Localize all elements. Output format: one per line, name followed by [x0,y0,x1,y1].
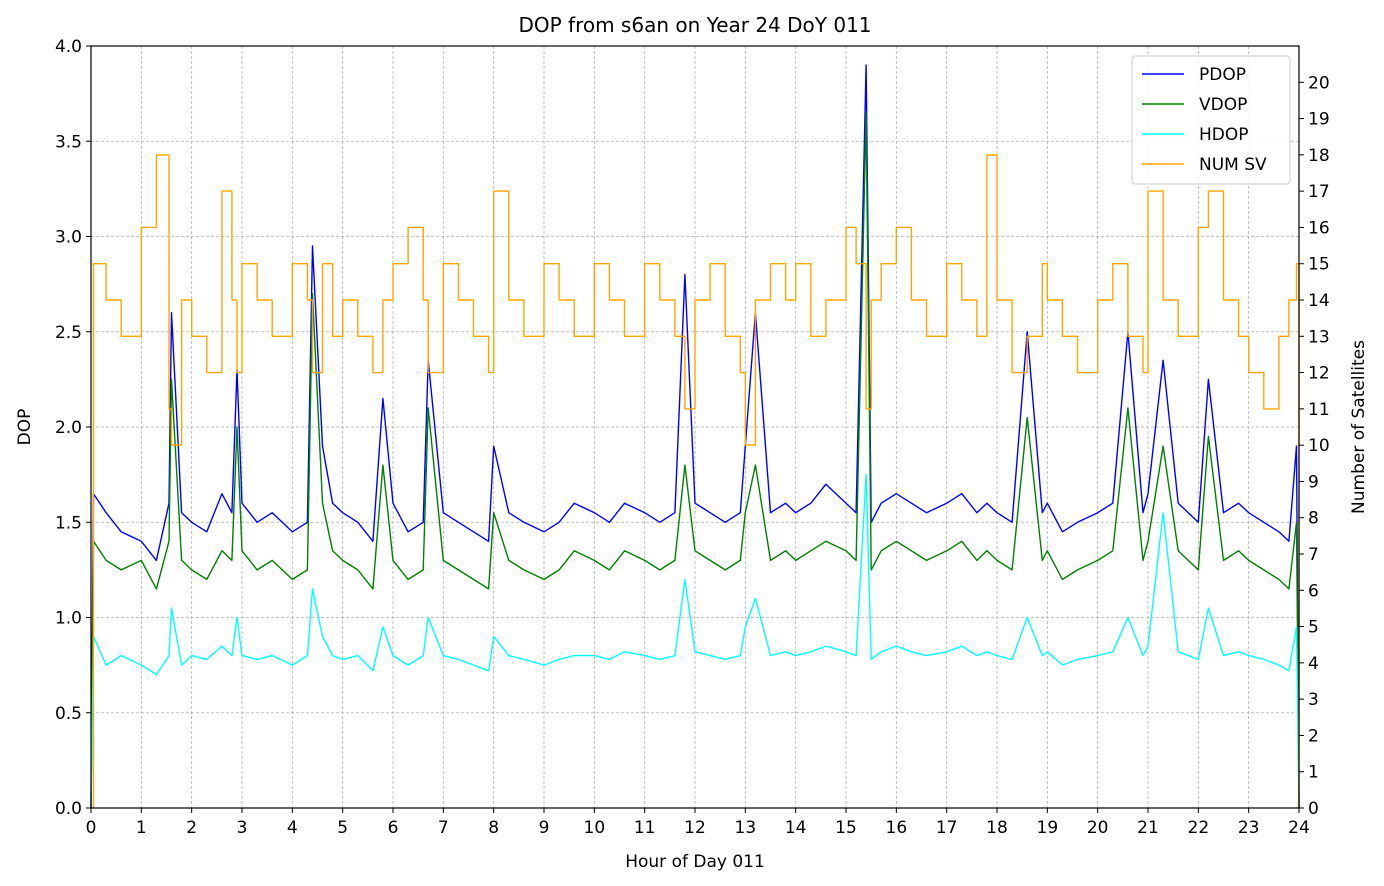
x-tick-label: 24 [1288,818,1310,838]
series-line-num-sv [91,154,1300,809]
series-lines [90,64,1300,809]
y-tick-label: 4.0 [55,37,82,57]
y2-tick-label: 9 [1308,472,1319,492]
y2-tick-label: 17 [1308,182,1330,202]
y2-axis-title: Number of Satellites [1349,340,1369,514]
y-tick-label: 3.0 [55,228,82,248]
y2-tick-label: 3 [1308,690,1319,710]
legend-label: HDOP [1199,125,1249,145]
x-tick-label: 5 [337,818,348,838]
x-tick-label: 9 [539,818,550,838]
y2-tick-label: 19 [1308,110,1330,130]
x-tick-label: 10 [584,818,606,838]
y-tick-label: 3.5 [55,132,82,152]
x-tick-label: 19 [1037,818,1059,838]
x-tick-label: 8 [488,818,499,838]
x-tick-label: 1 [136,818,147,838]
y2-tick-label: 11 [1308,400,1330,420]
y2-tick-label: 2 [1308,726,1319,746]
x-tick-label: 4 [287,818,298,838]
y-axis-title: DOP [15,409,35,446]
x-tick-label: 21 [1137,818,1159,838]
x-tick-label: 16 [886,818,908,838]
y-tick-label: 2.0 [55,418,82,438]
grid-lines [90,45,1300,809]
x-tick-label: 6 [388,818,399,838]
x-axis-title: Hour of Day 011 [625,852,765,872]
y2-tick-label: 15 [1308,255,1330,275]
legend-label: NUM SV [1199,155,1267,175]
y2-tick-label: 1 [1308,763,1319,783]
x-tick-label: 13 [735,818,757,838]
y2-tick-label: 8 [1308,509,1319,529]
y-tick-label: 0.0 [55,799,82,819]
x-tick-label: 17 [936,818,958,838]
legend-box [1131,55,1291,185]
x-tick-label: 11 [634,818,656,838]
x-axis-ticks: 0 1 2 3 4 5 6 7 8 9 10 11 12 13 14 15 16 17 18 19 20 21 22 23 24 [86,808,1310,838]
y2-tick-label: 5 [1308,618,1319,638]
y2-tick-label: 12 [1308,364,1330,384]
x-tick-label: 12 [684,818,706,838]
x-tick-label: 22 [1188,818,1210,838]
legend-label: VDOP [1199,95,1247,115]
y2-tick-label: 20 [1308,73,1330,93]
x-tick-label: 0 [86,818,97,838]
y2-tick-label: 18 [1308,146,1330,166]
y2-tick-label: 10 [1308,436,1330,456]
x-tick-label: 15 [835,818,857,838]
x-tick-label: 14 [785,818,807,838]
y2-tick-label: 7 [1308,545,1319,565]
y2-tick-label: 13 [1308,327,1330,347]
y-tick-label: 1.5 [55,513,82,533]
y2-tick-label: 4 [1308,654,1319,674]
x-tick-label: 23 [1238,818,1260,838]
y2-tick-label: 6 [1308,581,1319,601]
y2-tick-label: 0 [1308,799,1319,819]
legend-label: PDOP [1199,65,1246,85]
x-tick-label: 18 [986,818,1008,838]
y-tick-label: 2.5 [55,323,82,343]
x-tick-label: 2 [186,818,197,838]
y2-tick-label: 16 [1308,218,1330,238]
y-tick-label: 0.5 [55,704,82,724]
y-axis-ticks: 0.0 0.5 1.0 1.5 2.0 2.5 3.0 3.5 4.0 [55,37,91,819]
y2-tick-label: 14 [1308,291,1330,311]
x-tick-label: 20 [1087,818,1109,838]
x-tick-label: 3 [237,818,248,838]
series-line-vdop [90,112,1300,809]
series-line-pdop [90,64,1300,809]
x-tick-label: 7 [438,818,449,838]
legend: PDOP VDOP HDOP NUM SV [1131,55,1291,185]
series-line-hdop [90,473,1300,809]
y-tick-label: 1.0 [55,609,82,629]
chart-title: DOP from s6an on Year 24 DoY 011 [518,13,871,37]
